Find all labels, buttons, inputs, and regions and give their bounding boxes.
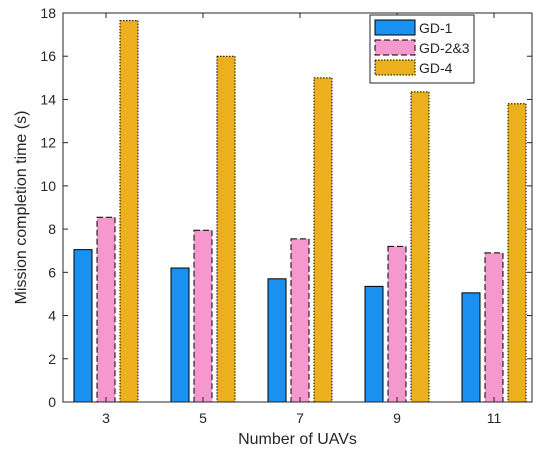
y-tick-label: 6 (48, 264, 56, 280)
bar-gd-1-7 (267, 278, 287, 403)
bar-gd-2-3-5 (193, 229, 213, 403)
y-tick-label: 14 (40, 91, 56, 107)
legend-swatch (374, 19, 416, 36)
bar-gd-2-3-7 (290, 238, 310, 403)
x-tick-label: 9 (393, 410, 401, 426)
x-tick-label: 5 (199, 410, 207, 426)
bar-gd-1-3 (73, 249, 93, 403)
x-tick-label: 11 (487, 410, 502, 426)
legend: GD-1 GD-2&3 GD-4 (369, 14, 475, 84)
y-axis-label: Mission completion time (s) (13, 111, 30, 305)
y-tick-label: 18 (40, 5, 56, 21)
bar-gd-4-11 (507, 103, 527, 403)
bar-gd-4-9 (410, 91, 430, 403)
bar-gd-4-5 (216, 55, 236, 403)
y-tick-label: 16 (40, 48, 56, 64)
y-tick-label: 12 (40, 135, 56, 151)
y-tick-label: 2 (48, 351, 56, 367)
bar-gd-1-9 (364, 285, 384, 403)
x-axis-label: Number of UAVs (238, 431, 357, 448)
y-tick-label: 0 (48, 394, 56, 410)
y-tick-label: 4 (48, 308, 56, 324)
bar-gd-2-3-9 (387, 245, 407, 403)
x-tick-label: 3 (102, 410, 110, 426)
legend-swatch (374, 39, 416, 56)
y-axis-ticks: 0 2 4 6 8 10 12 14 16 18 (40, 5, 532, 410)
plot-area-frame (62, 12, 533, 403)
bars-layer (73, 20, 527, 403)
bar-gd-2-3-3 (96, 216, 116, 403)
y-tick-label: 10 (40, 178, 56, 194)
x-axis-ticks: 3 5 7 9 11 (102, 13, 501, 426)
x-tick-label: 7 (296, 410, 304, 426)
bar-gd-4-7 (313, 77, 333, 403)
bar-gd-1-11 (461, 292, 481, 403)
bar-gd-4-3 (119, 20, 139, 403)
legend-entry-label: GD-2&3 (419, 40, 470, 56)
legend-swatch (374, 59, 416, 76)
legend-entry-label: GD-4 (419, 60, 453, 76)
bar-gd-2-3-11 (484, 252, 504, 403)
bar-gd-1-5 (170, 267, 190, 403)
legend-entry-label: GD-1 (419, 20, 453, 36)
y-tick-label: 8 (48, 221, 56, 237)
